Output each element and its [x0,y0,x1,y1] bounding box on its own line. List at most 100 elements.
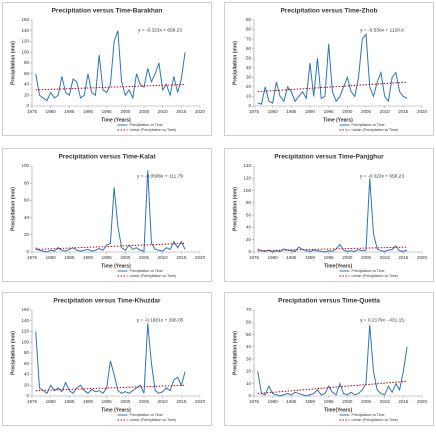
legend-label: Precipitation vs Time [352,123,385,127]
y-tick-label: 40 [246,225,252,230]
trend-equation: y = -0.1901x + 396.05 [137,317,184,323]
y-tick-label: 120 [21,329,29,334]
legend-label: Linear (Precipitation vs Time) [352,128,399,132]
y-tick-label: 20 [24,382,30,387]
y-tick-label: 80 [24,60,30,65]
x-tick-label: 1990 [305,109,316,114]
y-tick-label: 50 [246,55,252,60]
x-tick-label: 2020 [195,109,206,114]
x-tick-label: 1980 [268,109,279,114]
chart-title: Precipitation versus Time-Zhob [280,8,377,15]
x-tick-label: 2020 [417,255,428,260]
x-tick-label: 2010 [158,399,169,404]
trend-line [257,246,408,252]
x-tick-label: 1975 [27,255,38,260]
y-tick-label: 140 [243,163,251,168]
x-axis-label: Time(Years) [324,407,353,413]
y-tick-label: 40 [24,215,30,220]
y-tick-label: 30 [246,356,252,361]
trend-line [257,81,408,93]
x-tick-label: 2000 [120,109,131,114]
y-tick-label: 160 [21,307,29,312]
chart-title: Precipitation versus Time-Barakhan [52,8,163,15]
y-axis-label: Precipitation (mm) [10,187,16,231]
chart-title: Precipitation versus Time-Khuzdar [53,298,161,305]
y-tick-label: 40 [24,82,30,87]
trend-line [35,242,186,250]
chart-title: Precipitation versus Time-Quetta [278,298,380,305]
data-line [35,323,186,395]
x-tick-label: 2005 [361,109,372,114]
x-tick-label: 2015 [176,399,187,404]
x-tick-label: 1980 [46,399,57,404]
trend-equation: y = -0.323x + 658.23 [360,173,404,179]
x-tick-label: 1985 [64,255,75,260]
y-tick-label: 80 [246,27,252,32]
trend-equation: y = 0.2179x - 431.15 [360,317,404,323]
x-tick-label: 2000 [120,255,131,260]
panel-border [2,148,212,282]
y-tick-label: 0 [26,103,29,108]
x-tick-label: 2015 [398,255,409,260]
panel-border [2,2,212,136]
x-tick-label: 1985 [286,399,297,404]
x-axis-label: Time (Years) [101,407,131,413]
y-tick-label: 40 [246,344,252,349]
x-tick-label: 1995 [102,255,113,260]
trend-line [35,84,186,91]
x-tick-label: 1980 [268,255,279,260]
y-tick-label: 40 [24,372,30,377]
x-tick-label: 2015 [398,109,409,114]
y-tick-label: 60 [246,212,252,217]
y-tick-label: 0 [248,393,251,398]
legend-label: Precipitation vs Time [352,269,385,273]
y-tick-label: 10 [246,381,252,386]
y-tick-label: 0 [248,103,251,108]
x-tick-label: 1990 [83,399,94,404]
legend-label: Precipitation vs Time [352,413,385,417]
x-axis-label: Time (Years) [323,117,353,123]
y-tick-label: 20 [246,237,252,242]
x-tick-label: 2000 [120,399,131,404]
legend-label: Linear (Precipitation vs Time) [352,274,399,278]
data-line [257,324,408,397]
y-tick-label: 0 [26,249,29,254]
y-tick-label: 20 [246,84,252,89]
x-tick-label: 1990 [305,399,316,404]
x-tick-label: 1975 [249,399,260,404]
y-tick-label: 80 [24,350,30,355]
x-tick-label: 2010 [380,399,391,404]
y-tick-label: 0 [248,249,251,254]
chart-title: Precipitation versus Time-Panjghur [274,154,384,161]
trend-equation: y = -0.0586x + 111.79 [137,173,183,179]
y-axis-label: Precipitation (mm) [10,41,16,85]
legend-label: Linear (Precipitation vs Time) [130,418,177,422]
x-tick-label: 2015 [176,255,187,260]
legend-label: Precipitation vs Time [130,413,163,417]
x-tick-label: 1990 [83,255,94,260]
x-tick-label: 1985 [64,109,75,114]
x-tick-label: 2015 [176,109,187,114]
x-tick-label: 1980 [46,109,57,114]
x-tick-label: 1990 [305,255,316,260]
y-tick-label: 20 [24,232,30,237]
y-tick-label: 160 [21,17,29,22]
x-tick-label: 1995 [102,109,113,114]
x-tick-label: 2000 [342,255,353,260]
x-tick-label: 1995 [102,399,113,404]
x-tick-label: 2000 [342,399,353,404]
panel-border [2,292,212,426]
chart-panel: Precipitation versus Time-Barakhan 0 20 40 6… [2,2,212,136]
x-axis-label: Time (Years) [101,117,131,123]
legend-label: Linear (Precipitation vs Time) [130,274,177,278]
y-tick-label: 30 [246,75,252,80]
y-tick-label: 20 [246,369,252,374]
x-tick-label: 2005 [361,255,372,260]
x-axis-label: Time(Years) [324,263,353,269]
x-tick-label: 1995 [324,255,335,260]
x-tick-label: 1975 [27,109,38,114]
y-tick-label: 120 [21,39,29,44]
